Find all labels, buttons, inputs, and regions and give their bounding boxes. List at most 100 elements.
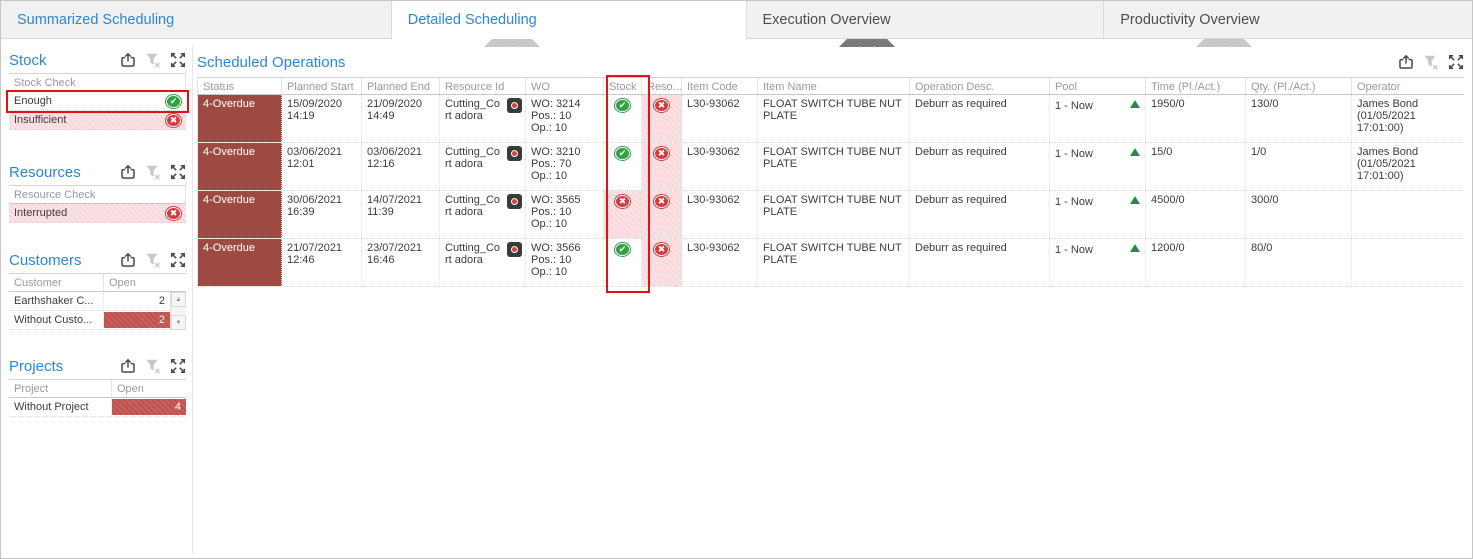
stock-status-cell [604,191,642,238]
resource-status-cell [642,143,682,190]
sidebar-splitter[interactable] [192,45,193,554]
clear-filter-icon[interactable] [145,52,161,68]
operator-cell: James Bond (01/05/2021 17:01:00) [1357,98,1419,134]
planned-start-cell: 21/07/2021 12:46 [282,239,362,286]
export-icon[interactable] [1074,12,1089,27]
item-name-cell: FLOAT SWITCH TUBE NUT PLATE [758,191,910,238]
column-header[interactable]: Pool [1050,78,1146,94]
column-header-project[interactable]: Project [9,380,112,397]
projects-panel: Projects Project Open Without Project 4 [9,353,186,417]
check-label: Interrupted [14,207,68,219]
resource-check-row-interrupted[interactable]: Interrupted [9,204,186,223]
export-icon[interactable] [362,12,377,27]
status-cell: 4-Overdue [198,191,282,238]
scroll-up-button[interactable] [171,292,186,307]
column-header[interactable]: Stock Check [9,74,186,91]
clear-filter-icon[interactable] [1423,54,1439,70]
operator-cell [1352,191,1461,238]
scheduled-operation-row[interactable]: 4-Overdue 30/06/2021 16:39 14/07/2021 11… [197,191,1464,239]
stock-check-row-enough[interactable]: Enough [9,92,186,111]
stock-status-cell [604,95,642,142]
x-circle-icon [166,206,181,220]
column-header[interactable]: Planned Start [282,78,362,94]
panel-title: Scheduled Operations [197,53,346,71]
item-code-cell: L30-93062 [682,239,758,286]
column-header[interactable]: Resource Id [440,78,526,94]
record-red-icon [507,242,522,257]
column-header[interactable]: Status [198,78,282,94]
scroll-down-button[interactable] [171,315,186,330]
customer-row[interactable]: Without Custo... 2 [9,311,170,330]
maximize-icon[interactable] [1448,54,1464,70]
time-cell: 1200/0 [1146,239,1246,286]
check-label: Enough [14,95,52,107]
operator-cell [1352,239,1461,286]
maximize-icon[interactable] [170,164,186,180]
item-code-cell: L30-93062 [682,191,758,238]
panel-title: Projects [9,357,64,375]
item-code-cell: L30-93062 [682,95,758,142]
tab-productivity-overview[interactable]: Productivity Overview [1104,1,1472,39]
tab-summarized-scheduling[interactable]: Summarized Scheduling [1,1,392,39]
resource-status-cell [642,191,682,238]
operation-desc-cell: Deburr as required [910,95,1050,142]
dashboard-tabbar: Summarized Scheduling Detailed Schedulin… [1,1,1472,39]
column-header[interactable]: Resource Check [9,186,186,203]
export-icon[interactable] [1398,54,1414,70]
time-cell: 15/0 [1146,143,1246,190]
project-row[interactable]: Without Project 4 [9,398,186,417]
check-circle-icon [166,94,181,108]
stock-status-cell [604,143,642,190]
column-header[interactable]: Stock [604,78,642,94]
open-count: 4 [112,399,186,415]
scheduled-operation-row[interactable]: 4-Overdue 03/06/2021 12:01 03/06/2021 12… [197,143,1464,191]
column-header-open[interactable]: Open [117,383,144,395]
qty-cell: 80/0 [1246,239,1352,286]
operation-desc-cell: Deburr as required [910,239,1050,286]
column-header[interactable]: Reso... [642,78,682,94]
tab-label: Productivity Overview [1120,11,1260,28]
panel-title: Resources [9,163,81,181]
export-icon[interactable] [1443,12,1458,27]
tab-detailed-scheduling[interactable]: Detailed Scheduling [391,1,747,39]
priority-up-icon [1130,196,1140,204]
maximize-icon[interactable] [170,358,186,374]
priority-up-icon [1130,244,1140,252]
check-circle-icon [615,99,630,112]
maximize-icon[interactable] [170,252,186,268]
export-icon[interactable] [120,358,136,374]
column-header[interactable]: WO [526,78,604,94]
column-header[interactable]: Time (Pl./Act.) [1146,78,1246,94]
customers-scrollbar[interactable] [170,292,186,330]
priority-up-icon [1130,148,1140,156]
clear-filter-icon[interactable] [145,252,161,268]
column-header[interactable]: Planned End [362,78,440,94]
column-header-customer[interactable]: Customer [9,274,104,291]
maximize-icon[interactable] [170,52,186,68]
column-header-open[interactable]: Open [109,277,136,289]
clear-filter-icon[interactable] [145,358,161,374]
wo-cell: WO: 3210 Pos.: 70 Op.: 10 [526,143,604,190]
export-icon[interactable] [717,12,732,27]
scheduled-operation-row[interactable]: 4-Overdue 21/07/2021 12:46 23/07/2021 16… [197,239,1464,287]
customer-row[interactable]: Earthshaker C... 2 [9,292,170,311]
pool-cell: 1 - Now [1050,143,1146,190]
resource-id-cell: Cutting_Cort adora [440,239,526,286]
export-icon[interactable] [120,252,136,268]
tab-execution-overview[interactable]: Execution Overview [746,1,1105,39]
stock-check-row-insufficient[interactable]: Insufficient [9,111,186,130]
column-header[interactable]: Operation Desc. [910,78,1050,94]
column-header[interactable]: Item Code [682,78,758,94]
column-header[interactable]: Item Name [758,78,910,94]
stock-panel: Stock Stock Check Enough Insufficient [6,47,189,130]
scheduled-operation-row[interactable]: 4-Overdue 15/09/2020 14:19 21/09/2020 14… [197,95,1464,143]
planned-end-cell: 14/07/2021 11:39 [362,191,440,238]
column-header[interactable]: Qty. (Pl./Act.) [1246,78,1352,94]
qty-cell: 130/0 [1246,95,1352,142]
resource-id-cell: Cutting_Cort adora [440,143,526,190]
planned-start-cell: 03/06/2021 12:01 [282,143,362,190]
export-icon[interactable] [120,52,136,68]
export-icon[interactable] [120,164,136,180]
column-header[interactable]: Operator [1357,81,1401,93]
clear-filter-icon[interactable] [145,164,161,180]
